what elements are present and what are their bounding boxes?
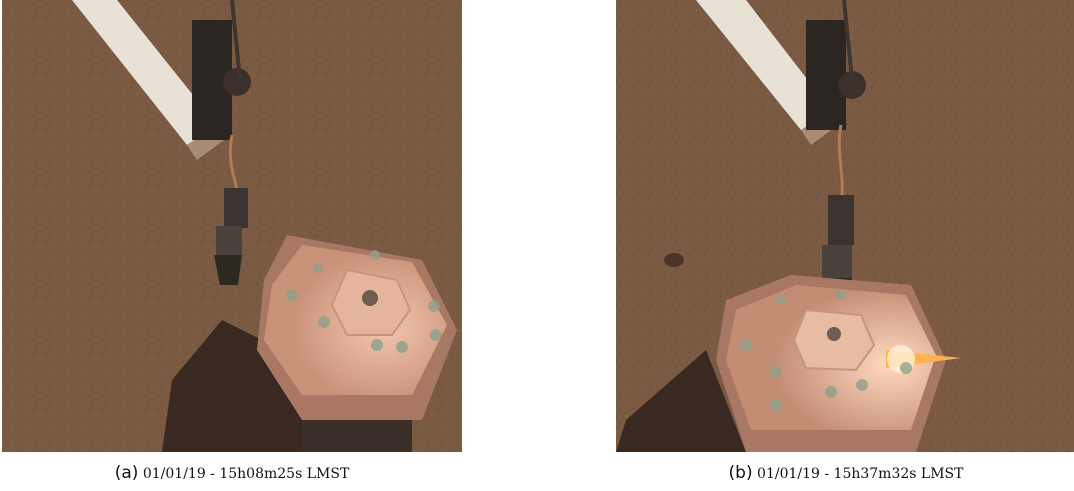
caption-a-timestamp: 01/01/19 - 15h08m25s LMST xyxy=(142,466,350,482)
figure-panel-b: (b) 01/01/19 - 15h37m32s LMST xyxy=(616,0,1074,491)
caption-b-timestamp: 01/01/19 - 15h37m32s LMST xyxy=(757,466,964,482)
caption-a-label: (a) xyxy=(114,463,139,483)
figure-panel-a: (a) 01/01/19 - 15h08m25s LMST xyxy=(2,0,462,491)
photo-a xyxy=(2,0,462,452)
mars-scene-image-b xyxy=(616,0,1074,452)
caption-a: (a) 01/01/19 - 15h08m25s LMST xyxy=(2,463,462,483)
caption-b: (b) 01/01/19 - 15h37m32s LMST xyxy=(616,463,1074,483)
caption-b-label: (b) xyxy=(728,463,753,483)
photo-b xyxy=(616,0,1074,452)
mars-scene-image-a xyxy=(2,0,462,452)
